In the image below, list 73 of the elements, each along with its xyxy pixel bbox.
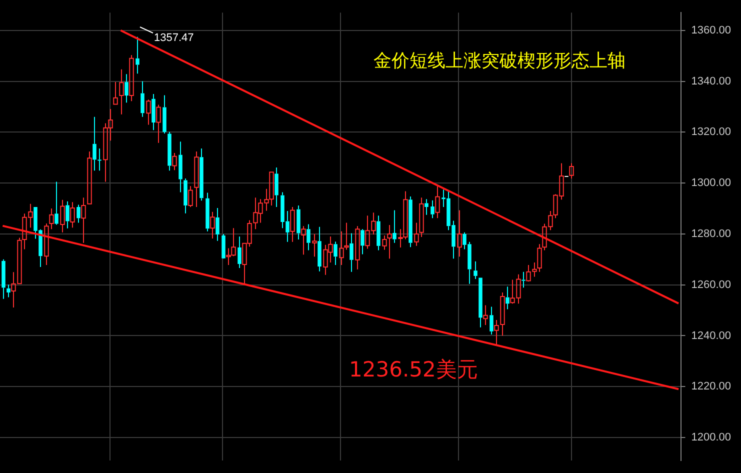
candlestick bbox=[49, 208, 54, 230]
candlestick bbox=[152, 94, 156, 131]
candlestick bbox=[376, 215, 380, 251]
candlestick bbox=[301, 226, 306, 256]
candlestick bbox=[360, 228, 364, 255]
candlestick bbox=[339, 230, 344, 266]
y-tick-label: 1360.00 bbox=[691, 24, 732, 36]
candlestick bbox=[474, 260, 478, 280]
candlestick bbox=[419, 197, 424, 238]
candlestick bbox=[76, 204, 80, 224]
candlestick bbox=[60, 199, 65, 233]
candlestick bbox=[408, 196, 412, 248]
candlestick bbox=[392, 210, 396, 244]
candlestick bbox=[54, 181, 58, 226]
y-tick-label: 1260.00 bbox=[691, 278, 732, 291]
annotation: 1236.52美元 bbox=[349, 357, 478, 382]
candlestick bbox=[87, 151, 92, 204]
candlestick bbox=[522, 271, 526, 288]
text: 金价短线上涨突破楔形形态上轴 bbox=[373, 50, 626, 72]
candlestick bbox=[355, 226, 360, 270]
candlestick bbox=[494, 319, 499, 346]
candlestick bbox=[136, 36, 140, 74]
y-tick-label: 1220.00 bbox=[691, 380, 732, 393]
candlestick bbox=[184, 178, 188, 214]
candlestick bbox=[312, 233, 317, 258]
candlestick bbox=[113, 82, 118, 105]
candlestick bbox=[430, 200, 434, 219]
candlestick bbox=[500, 292, 505, 336]
y-tick-label: 1340.00 bbox=[691, 75, 732, 88]
candlestick bbox=[457, 210, 462, 258]
candlestick bbox=[414, 222, 419, 246]
candlestick bbox=[506, 286, 510, 310]
candlestick bbox=[66, 200, 70, 229]
candlestick bbox=[2, 258, 6, 300]
candlestick bbox=[350, 232, 354, 272]
candlestick bbox=[206, 192, 210, 232]
candlestick bbox=[210, 211, 215, 240]
candlestick bbox=[318, 226, 322, 272]
candlestick bbox=[140, 80, 144, 118]
candlestick bbox=[200, 148, 204, 202]
candlestick bbox=[6, 284, 10, 298]
candlestick bbox=[334, 241, 338, 266]
candlestick bbox=[98, 148, 102, 172]
candlestick bbox=[387, 224, 392, 260]
candlestick bbox=[296, 204, 300, 240]
candlestick bbox=[44, 223, 49, 266]
annotation: 1357.47 bbox=[154, 32, 194, 44]
candlestick bbox=[156, 104, 161, 144]
candlestick bbox=[490, 306, 494, 335]
y-tick-label: 1300.00 bbox=[691, 177, 732, 190]
candlestick bbox=[483, 304, 488, 326]
candlestick bbox=[424, 198, 428, 216]
candlestick bbox=[306, 224, 310, 251]
candlestick bbox=[194, 151, 199, 208]
candlestick bbox=[146, 99, 151, 126]
y-tick-label: 1320.00 bbox=[691, 126, 732, 138]
candlestick bbox=[162, 94, 166, 134]
candlestick bbox=[290, 206, 295, 242]
candlestick bbox=[124, 74, 128, 104]
candlestick bbox=[119, 68, 124, 115]
candlestick bbox=[216, 208, 220, 242]
candlestick bbox=[178, 141, 182, 193]
y-tick-label: 1280.00 bbox=[691, 228, 732, 240]
candlestick bbox=[344, 222, 349, 250]
candlestick bbox=[92, 116, 96, 172]
candlestick bbox=[435, 186, 440, 219]
candlestick bbox=[81, 197, 86, 244]
candlestick bbox=[238, 236, 242, 269]
candlestick bbox=[168, 131, 172, 172]
y-tick-label: 1240.00 bbox=[691, 330, 732, 342]
y-tick-label: 1200.00 bbox=[691, 432, 732, 444]
candlestick bbox=[70, 202, 75, 228]
candlestick bbox=[274, 167, 278, 208]
